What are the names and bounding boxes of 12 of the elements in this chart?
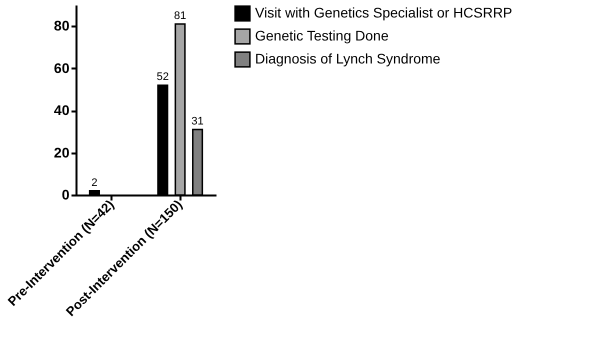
y-tick-label: 40: [54, 102, 70, 118]
legend-label: Visit with Genetics Specialist or HCSRRP: [255, 4, 512, 20]
y-tick-label: 80: [54, 18, 70, 34]
y-tick-label: 0: [62, 186, 70, 202]
y-tick-label: 20: [54, 144, 70, 160]
data-label: 31: [191, 116, 204, 128]
y-tick-label: 60: [54, 60, 70, 76]
data-label: 52: [156, 71, 169, 84]
legend-label: Genetic Testing Done: [255, 28, 389, 44]
data-label: 2: [91, 176, 98, 189]
legend-label: Diagnosis of Lynch Syndrome: [255, 50, 441, 66]
data-label: 81: [174, 10, 186, 22]
